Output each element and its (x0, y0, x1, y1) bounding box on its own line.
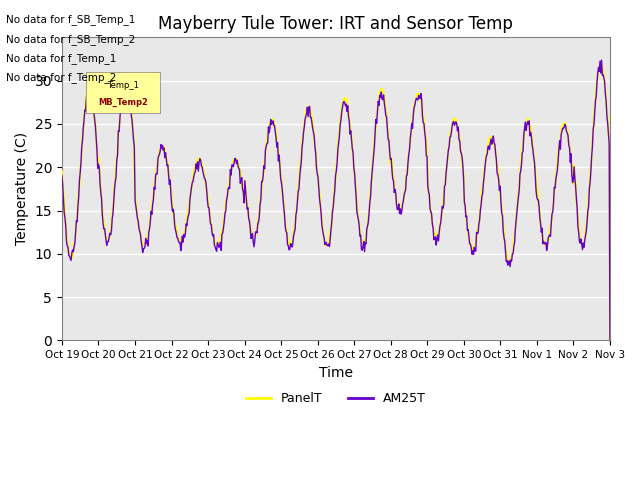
Text: No data for f_Temp_1: No data for f_Temp_1 (6, 53, 116, 64)
Text: No data for f_SB_Temp_2: No data for f_SB_Temp_2 (6, 34, 136, 45)
Y-axis label: Temperature (C): Temperature (C) (15, 132, 29, 245)
Legend: PanelT, AM25T: PanelT, AM25T (241, 387, 431, 410)
X-axis label: Time: Time (319, 366, 353, 380)
Text: No data for f_SB_Temp_1: No data for f_SB_Temp_1 (6, 14, 136, 25)
Title: Mayberry Tule Tower: IRT and Sensor Temp: Mayberry Tule Tower: IRT and Sensor Temp (159, 15, 513, 33)
Text: No data for f_Temp_2: No data for f_Temp_2 (6, 72, 116, 83)
Text: MB_Temp2: MB_Temp2 (99, 98, 148, 107)
Text: Temp_1: Temp_1 (108, 81, 139, 90)
